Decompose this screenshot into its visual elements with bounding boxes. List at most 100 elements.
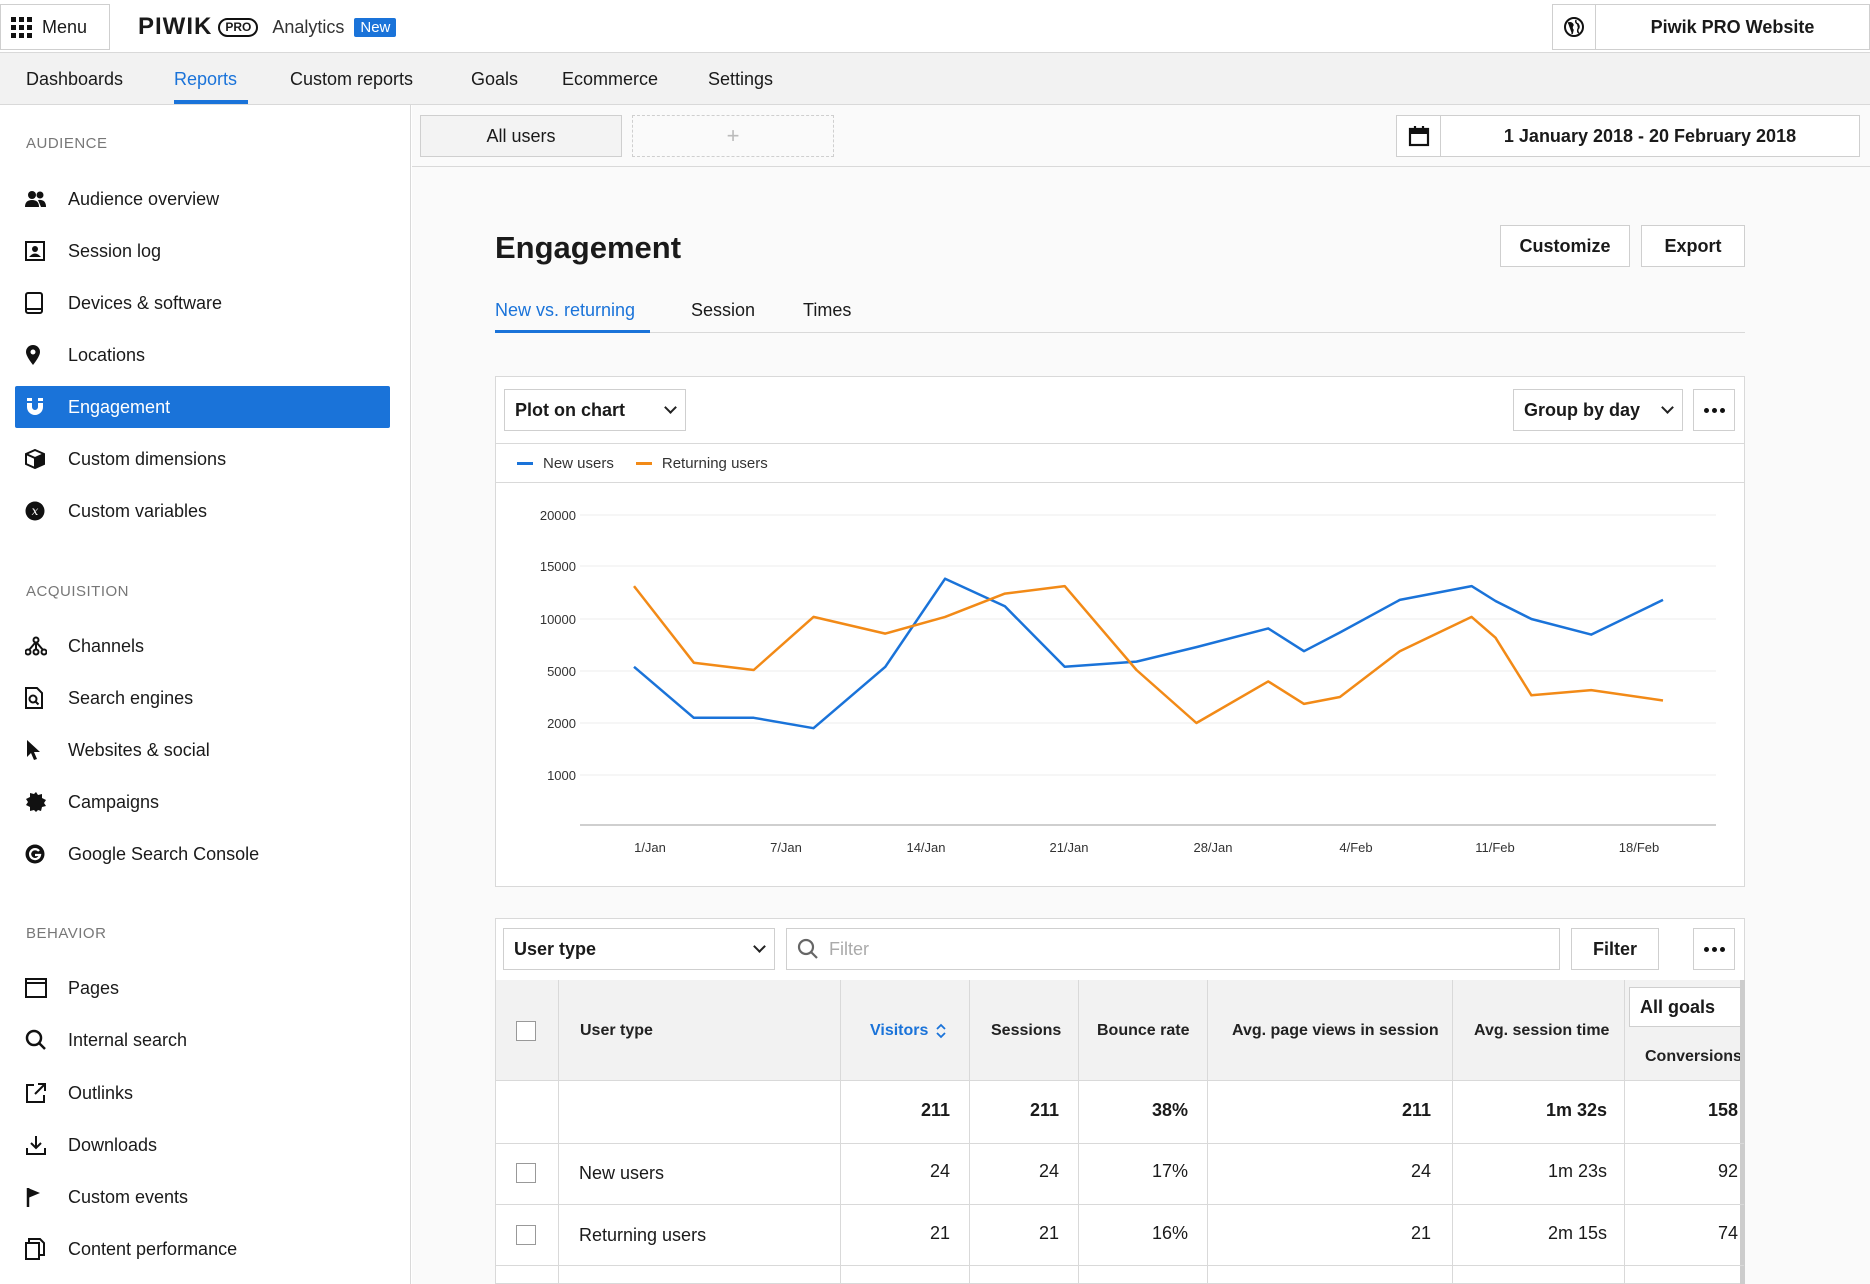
sidebar-item-campaigns[interactable]: Campaigns xyxy=(15,781,390,823)
sidebar-item-downloads[interactable]: Downloads xyxy=(15,1124,390,1166)
row-checkbox[interactable] xyxy=(516,1225,536,1245)
x-tick-label: 21/Jan xyxy=(1049,840,1088,855)
y-tick-label: 15000 xyxy=(540,559,576,574)
legend-item-new-users[interactable]: New users xyxy=(517,455,614,472)
channels-icon xyxy=(15,636,55,656)
segment-all-users[interactable]: All users xyxy=(420,115,622,157)
legend-item-returning-users[interactable]: Returning users xyxy=(635,455,768,472)
page-icon xyxy=(15,978,55,998)
sidebar-item-label: Channels xyxy=(68,635,145,656)
sidebar-item-internal-search[interactable]: Internal search xyxy=(15,1019,390,1061)
sidebar-item-custom-variables[interactable]: x Custom variables xyxy=(15,490,390,532)
total-visitors: 211 xyxy=(920,1100,950,1120)
column-header-bounce-rate[interactable]: Bounce rate xyxy=(1097,1022,1190,1039)
sidebar-item-engagement[interactable]: Engagement xyxy=(15,386,390,428)
column-header-sessions[interactable]: Sessions xyxy=(991,1022,1062,1039)
cell-avg-session-time: 2m 15s xyxy=(1547,1223,1607,1243)
nav-goals[interactable]: Goals xyxy=(471,69,519,89)
website-selector[interactable]: Piwik PRO Website xyxy=(1595,4,1870,50)
sidebar: AUDIENCE Audience overview Session log D… xyxy=(0,105,411,1284)
add-segment-button[interactable]: + xyxy=(632,115,834,157)
nav-ecommerce[interactable]: Ecommerce xyxy=(562,69,659,89)
chart-toolbar-divider xyxy=(496,443,1744,444)
calendar-icon[interactable] xyxy=(1396,115,1441,157)
sidebar-item-label: Search engines xyxy=(68,687,194,708)
tab-times[interactable]: Times xyxy=(803,300,852,320)
dimension-dropdown[interactable]: User type xyxy=(503,928,775,970)
column-header-visitors[interactable]: Visitors xyxy=(870,1022,947,1040)
goals-select[interactable]: All goals xyxy=(1629,987,1744,1027)
nav-settings[interactable]: Settings xyxy=(708,69,774,89)
table-scrollbar[interactable] xyxy=(1740,980,1745,1284)
plot-on-chart-dropdown[interactable]: Plot on chart xyxy=(504,389,686,431)
filter-button[interactable]: Filter xyxy=(1571,928,1659,970)
sidebar-item-content-performance[interactable]: Content performance xyxy=(15,1228,390,1270)
menu-label: Menu xyxy=(42,16,88,37)
main-nav: Dashboards Reports Custom reports Goals … xyxy=(0,53,1870,105)
cell-avg-page-views: 21 xyxy=(1410,1223,1431,1243)
tab-session[interactable]: Session xyxy=(691,300,756,320)
page-title: Engagement xyxy=(495,230,682,265)
x-tick-label: 14/Jan xyxy=(906,840,945,855)
chart-more-button[interactable] xyxy=(1693,389,1735,431)
column-divider xyxy=(840,980,841,1284)
date-range-picker[interactable]: 1 January 2018 - 20 February 2018 xyxy=(1440,115,1860,157)
sidebar-item-session-log[interactable]: Session log xyxy=(15,230,390,272)
cube-icon xyxy=(15,449,55,469)
column-header-avg-page-views[interactable]: Avg. page views in session xyxy=(1232,1022,1439,1039)
x-tick-label: 18/Feb xyxy=(1619,840,1659,855)
sidebar-item-label: Locations xyxy=(68,344,146,365)
select-all-checkbox[interactable] xyxy=(516,1021,536,1041)
sidebar-item-channels[interactable]: Channels xyxy=(15,625,390,667)
sidebar-item-custom-events[interactable]: Custom events xyxy=(15,1176,390,1218)
chart-card xyxy=(495,376,1745,887)
total-bounce-rate: 38% xyxy=(1151,1100,1188,1120)
sidebar-item-label: Downloads xyxy=(68,1134,158,1155)
tab-new-vs-returning[interactable]: New vs. returning xyxy=(495,300,636,320)
search-icon xyxy=(797,938,818,959)
sidebar-item-audience-overview[interactable]: Audience overview xyxy=(15,178,390,220)
x-tick-label: 7/Jan xyxy=(770,840,802,855)
tablet-icon xyxy=(15,292,55,314)
search-engine-icon xyxy=(15,687,55,709)
sidebar-item-outlinks[interactable]: Outlinks xyxy=(15,1072,390,1114)
sidebar-item-custom-dimensions[interactable]: Custom dimensions xyxy=(15,438,390,480)
sidebar-item-label: Pages xyxy=(68,977,120,998)
globe-icon[interactable] xyxy=(1552,4,1596,50)
sidebar-item-websites-social[interactable]: Websites & social xyxy=(15,729,390,771)
nav-dashboards[interactable]: Dashboards xyxy=(26,69,124,89)
sidebar-item-search-engines[interactable]: Search engines xyxy=(15,677,390,719)
sidebar-item-pages[interactable]: Pages xyxy=(15,967,390,1009)
column-divider xyxy=(1207,980,1208,1284)
export-button[interactable]: Export xyxy=(1641,225,1745,267)
row-divider xyxy=(496,1204,1744,1205)
copy-icon xyxy=(15,1238,55,1260)
table-more-button[interactable] xyxy=(1693,928,1735,970)
nav-reports[interactable]: Reports xyxy=(174,69,238,89)
piwik-pro-logo[interactable]: PIWIK PRO Analytics New xyxy=(138,13,397,41)
session-log-icon xyxy=(15,241,55,261)
nav-custom-reports[interactable]: Custom reports xyxy=(290,69,414,89)
customize-button[interactable]: Customize xyxy=(1500,225,1630,267)
column-header-avg-session-time[interactable]: Avg. session time xyxy=(1474,1022,1610,1039)
map-pin-icon xyxy=(15,344,55,366)
column-header-user-type[interactable]: User type xyxy=(580,1022,653,1039)
legend-label: New users xyxy=(543,455,614,472)
sidebar-item-locations[interactable]: Locations xyxy=(15,334,390,376)
row-checkbox[interactable] xyxy=(516,1163,536,1183)
external-link-icon xyxy=(15,1082,55,1104)
sidebar-item-label: Content performance xyxy=(68,1238,238,1259)
group-by-dropdown[interactable]: Group by day xyxy=(1513,389,1683,431)
menu-button[interactable]: Menu xyxy=(0,4,110,50)
chart-legend: New users Returning users xyxy=(517,455,768,472)
sidebar-item-label: Campaigns xyxy=(68,791,160,812)
plot-on-chart-label: Plot on chart xyxy=(515,399,626,420)
total-avg-page-views: 211 xyxy=(1401,1100,1431,1120)
sidebar-item-google-search-console[interactable]: Google Search Console xyxy=(15,833,390,875)
sidebar-item-label: Custom dimensions xyxy=(68,448,227,469)
filter-input[interactable]: Filter xyxy=(786,928,1560,970)
sidebar-item-devices-software[interactable]: Devices & software xyxy=(15,282,390,324)
logo-pro: PRO xyxy=(218,17,259,37)
total-sessions: 211 xyxy=(1029,1100,1059,1120)
column-header-conversions[interactable]: Conversions xyxy=(1645,1048,1742,1065)
